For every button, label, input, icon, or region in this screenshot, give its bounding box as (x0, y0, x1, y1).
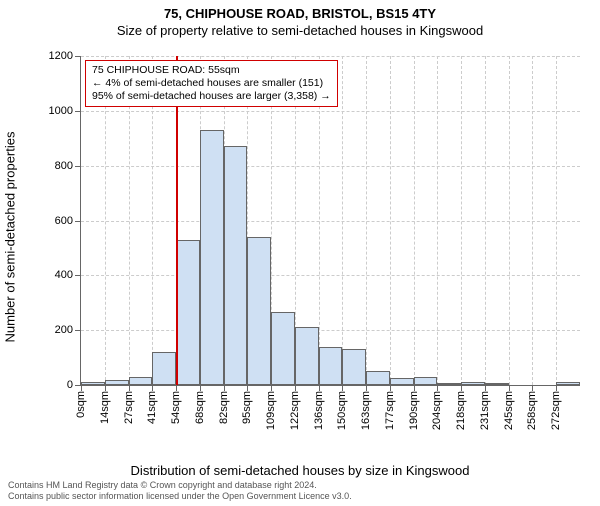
footer-line: Contains public sector information licen… (8, 491, 592, 502)
y-tick-label: 600 (55, 215, 73, 227)
histogram-bar (129, 377, 153, 385)
histogram-bar (437, 383, 461, 385)
x-tick-label: 272sqm (550, 391, 562, 430)
histogram-bar (414, 377, 438, 385)
gridline-v (390, 56, 391, 385)
histogram-bar (461, 382, 485, 385)
histogram-bar (81, 382, 105, 385)
y-tick-label: 0 (67, 379, 73, 391)
gridline-v (366, 56, 367, 385)
x-tick-label: 27sqm (123, 391, 135, 424)
histogram-bar (366, 371, 390, 385)
annotation-box: 75 CHIPHOUSE ROAD: 55sqm ← 4% of semi-de… (85, 60, 338, 107)
x-tick-label: 54sqm (170, 391, 182, 424)
x-tick-label: 14sqm (99, 391, 111, 424)
y-tick (75, 221, 81, 222)
x-tick-label: 109sqm (265, 391, 277, 430)
gridline-v (342, 56, 343, 385)
histogram-bar (176, 240, 200, 385)
x-tick-label: 218sqm (455, 391, 467, 430)
histogram-bar (342, 349, 366, 385)
gridline-h (81, 221, 580, 222)
y-tick (75, 111, 81, 112)
histogram-bar (271, 312, 295, 385)
y-tick-label: 1000 (49, 105, 73, 117)
histogram-bar (319, 347, 343, 385)
gridline-v (532, 56, 533, 385)
y-tick-label: 800 (55, 160, 73, 172)
histogram-bar (247, 237, 271, 385)
x-tick-label: 245sqm (503, 391, 515, 430)
gridline-v (485, 56, 486, 385)
gridline-v (509, 56, 510, 385)
gridline-h (81, 111, 580, 112)
x-tick-label: 177sqm (384, 391, 396, 430)
annotation-line: 95% of semi-detached houses are larger (… (92, 90, 331, 103)
x-tick-label: 95sqm (241, 391, 253, 424)
x-tick-label: 258sqm (526, 391, 538, 430)
y-axis-label: Number of semi-detached properties (3, 132, 18, 343)
annotation-line: ← 4% of semi-detached houses are smaller… (92, 77, 331, 90)
histogram-bar (556, 382, 580, 385)
gridline-h (81, 166, 580, 167)
histogram-bar (295, 327, 319, 385)
footer: Contains HM Land Registry data © Crown c… (8, 480, 592, 502)
plot-area: 0200400600800100012000sqm14sqm27sqm41sqm… (80, 56, 580, 386)
y-tick (75, 275, 81, 276)
x-tick-label: 190sqm (408, 391, 420, 430)
gridline-h (81, 330, 580, 331)
histogram-bar (224, 146, 248, 385)
x-tick-label: 136sqm (313, 391, 325, 430)
x-tick-label: 231sqm (479, 391, 491, 430)
y-tick (75, 166, 81, 167)
x-tick-label: 150sqm (336, 391, 348, 430)
y-tick-label: 400 (55, 269, 73, 281)
histogram-bar (485, 383, 509, 385)
x-tick-label: 204sqm (431, 391, 443, 430)
gridline-v (556, 56, 557, 385)
histogram-bar (200, 130, 224, 385)
x-tick-label: 82sqm (218, 391, 230, 424)
y-tick (75, 56, 81, 57)
gridline-v (414, 56, 415, 385)
histogram-bar (152, 352, 176, 385)
y-tick (75, 330, 81, 331)
gridline-v (437, 56, 438, 385)
x-axis-caption: Distribution of semi-detached houses by … (0, 463, 600, 478)
y-tick-label: 200 (55, 324, 73, 336)
annotation-line: 75 CHIPHOUSE ROAD: 55sqm (92, 64, 331, 77)
y-tick-label: 1200 (49, 50, 73, 62)
x-tick-label: 0sqm (75, 391, 87, 418)
gridline-v (461, 56, 462, 385)
x-tick-label: 68sqm (194, 391, 206, 424)
footer-line: Contains HM Land Registry data © Crown c… (8, 480, 592, 491)
histogram-bar (390, 378, 414, 385)
gridline-h (81, 56, 580, 57)
x-tick-label: 122sqm (289, 391, 301, 430)
x-tick-label: 41sqm (146, 391, 158, 424)
x-tick-label: 163sqm (360, 391, 372, 430)
gridline-h (81, 275, 580, 276)
page-title: 75, CHIPHOUSE ROAD, BRISTOL, BS15 4TY (0, 6, 600, 21)
page-subtitle: Size of property relative to semi-detach… (0, 23, 600, 38)
histogram-bar (105, 380, 129, 385)
chart-container: Number of semi-detached properties 02004… (30, 48, 590, 426)
